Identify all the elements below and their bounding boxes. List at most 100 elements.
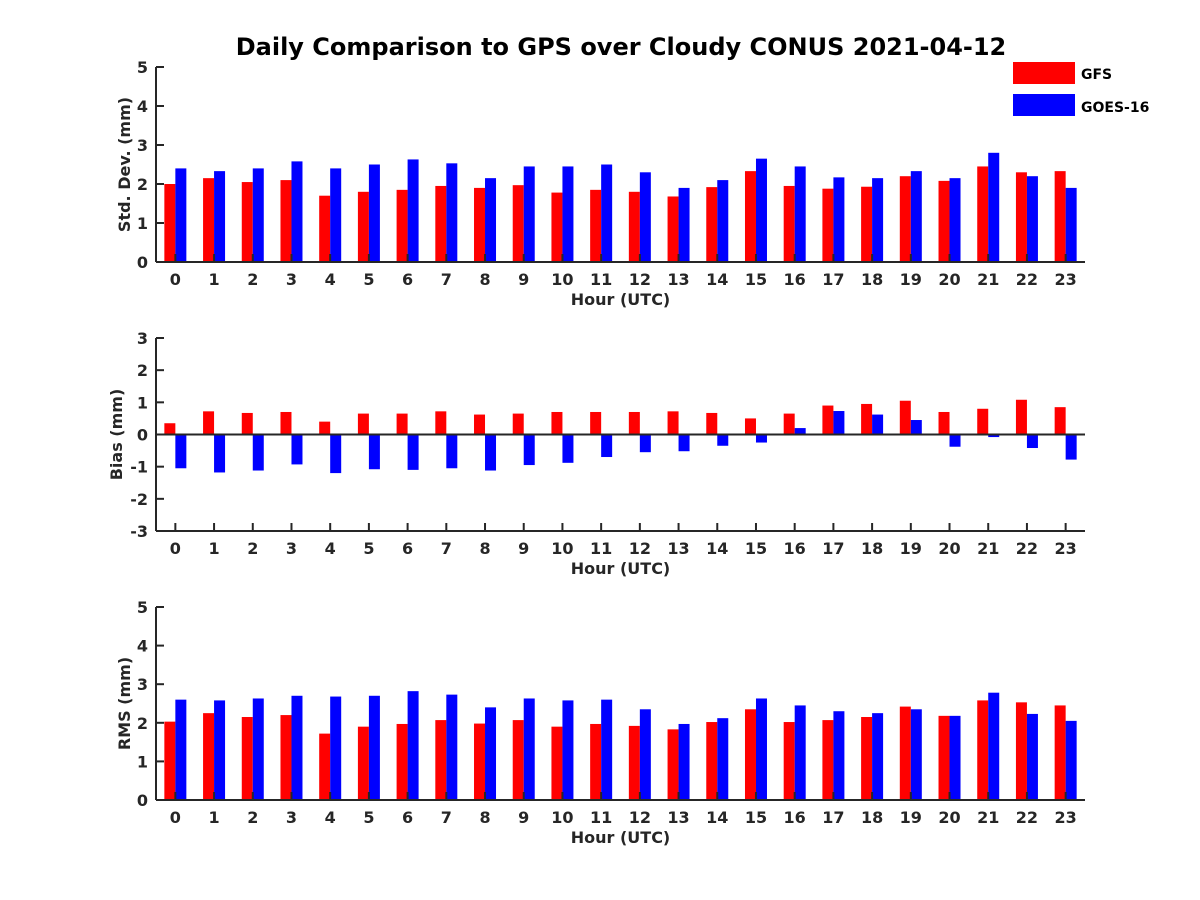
bar-goes16-hour-22 [1026, 713, 1038, 800]
bar-goes16-hour-12 [639, 172, 651, 262]
bar-goes16-hour-15 [755, 698, 767, 800]
bar-goes16-hour-22 [1026, 176, 1038, 262]
bar-gfs-hour-3 [280, 411, 292, 435]
bar-goes16-hour-15 [755, 434, 767, 443]
bar-gfs-hour-10 [551, 726, 563, 800]
y-tick-label: -3 [130, 522, 148, 541]
bar-goes16-hour-23 [1065, 720, 1077, 800]
x-tick-label: 4 [325, 270, 336, 289]
x-tick-label: 12 [629, 270, 651, 289]
bar-gfs-hour-21 [977, 408, 989, 435]
x-tick-label: 13 [667, 808, 689, 827]
x-tick-label: 13 [667, 270, 689, 289]
bar-gfs-hour-7 [435, 720, 447, 800]
bar-gfs-hour-13 [667, 729, 679, 800]
y-axis-label: RMS (mm) [115, 657, 134, 750]
legend: GFS GOES-16 [1013, 62, 1149, 116]
bar-goes16-hour-1 [214, 171, 226, 262]
bar-goes16-hour-6 [407, 159, 419, 262]
bar-gfs-hour-16 [783, 413, 795, 435]
bar-gfs-hour-9 [512, 185, 524, 262]
bar-goes16-hour-12 [639, 709, 651, 800]
bar-gfs-hour-17 [822, 720, 834, 800]
bar-goes16-hour-3 [291, 161, 303, 262]
x-tick-label: 5 [363, 808, 374, 827]
bar-goes16-hour-15 [755, 158, 767, 262]
legend-swatch-goes16 [1013, 94, 1075, 116]
bar-gfs-hour-9 [512, 413, 524, 435]
x-tick-label: 19 [900, 808, 922, 827]
bar-gfs-hour-4 [319, 421, 331, 435]
x-tick-label: 7 [441, 808, 452, 827]
x-tick-label: 13 [667, 539, 689, 558]
bar-gfs-hour-12 [628, 725, 640, 800]
bar-goes16-hour-21 [988, 152, 1000, 262]
x-tick-label: 12 [629, 539, 651, 558]
bar-goes16-hour-14 [717, 434, 729, 446]
x-tick-label: 11 [590, 270, 612, 289]
bar-gfs-hour-18 [861, 717, 873, 800]
bar-gfs-hour-7 [435, 411, 447, 435]
bar-goes16-hour-1 [214, 700, 226, 800]
x-tick-label: 17 [822, 539, 844, 558]
bar-gfs-hour-9 [512, 720, 524, 800]
x-axis-label: Hour (UTC) [571, 290, 671, 309]
x-tick-label: 9 [518, 808, 529, 827]
x-tick-label: 11 [590, 808, 612, 827]
bar-gfs-hour-17 [822, 405, 834, 435]
bar-goes16-hour-8 [485, 434, 497, 471]
bar-gfs-hour-19 [899, 176, 911, 262]
bar-goes16-hour-9 [523, 434, 535, 466]
bar-gfs-hour-22 [1015, 399, 1027, 435]
bar-goes16-hour-8 [485, 178, 497, 262]
y-tick-label: 0 [137, 426, 148, 445]
bar-goes16-hour-16 [794, 705, 806, 800]
legend-swatch-gfs [1013, 62, 1075, 84]
x-tick-label: 4 [325, 808, 336, 827]
bar-gfs-hour-2 [241, 412, 253, 435]
y-tick-label: 3 [137, 675, 148, 694]
bar-gfs-hour-19 [899, 706, 911, 800]
y-tick-label: 1 [137, 752, 148, 771]
bar-goes16-hour-14 [717, 718, 729, 800]
x-tick-label: 19 [900, 539, 922, 558]
bar-gfs-hour-16 [783, 722, 795, 800]
x-tick-label: 0 [170, 808, 181, 827]
bar-goes16-hour-16 [794, 166, 806, 262]
y-tick-label: 1 [137, 214, 148, 233]
bar-gfs-hour-0 [164, 423, 176, 435]
bar-goes16-hour-0 [175, 699, 187, 800]
bar-gfs-hour-15 [744, 709, 756, 800]
bar-gfs-hour-11 [590, 723, 602, 800]
x-tick-label: 1 [208, 539, 219, 558]
bar-gfs-hour-5 [357, 726, 369, 800]
bar-gfs-hour-22 [1015, 702, 1027, 800]
x-tick-label: 2 [247, 808, 258, 827]
bar-gfs-hour-14 [706, 187, 718, 262]
legend-label-gfs: GFS [1081, 67, 1112, 83]
bar-goes16-hour-20 [949, 178, 961, 262]
x-tick-label: 10 [551, 270, 573, 289]
bar-gfs-hour-13 [667, 196, 679, 262]
x-tick-label: 1 [208, 270, 219, 289]
bar-gfs-hour-15 [744, 171, 756, 262]
bar-gfs-hour-17 [822, 188, 834, 262]
y-tick-label: 3 [137, 136, 148, 155]
x-tick-label: 7 [441, 270, 452, 289]
x-tick-label: 22 [1016, 539, 1038, 558]
bar-gfs-hour-4 [319, 195, 331, 262]
bar-goes16-hour-6 [407, 691, 419, 800]
bar-goes16-hour-17 [833, 711, 845, 800]
x-tick-label: 14 [706, 270, 728, 289]
bar-goes16-hour-7 [446, 163, 458, 262]
bar-goes16-hour-3 [291, 434, 303, 465]
x-tick-label: 14 [706, 539, 728, 558]
x-tick-label: 15 [745, 539, 767, 558]
y-tick-label: 5 [137, 598, 148, 617]
x-tick-label: 18 [861, 270, 883, 289]
y-axis-label: Bias (mm) [107, 389, 126, 481]
bar-gfs-hour-14 [706, 412, 718, 435]
bar-goes16-hour-10 [562, 434, 574, 463]
